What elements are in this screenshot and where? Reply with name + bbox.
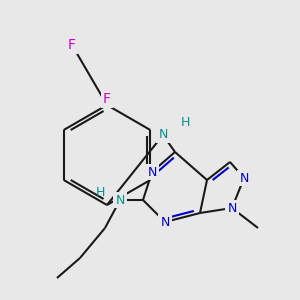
Text: F: F [103,92,111,106]
Text: N: N [115,194,125,206]
Text: H: H [180,116,190,128]
Text: N: N [160,215,170,229]
Text: N: N [239,172,249,184]
Text: N: N [158,128,168,142]
Text: H: H [95,185,105,199]
Text: F: F [68,38,76,52]
Text: N: N [227,202,237,214]
Text: N: N [147,166,157,178]
